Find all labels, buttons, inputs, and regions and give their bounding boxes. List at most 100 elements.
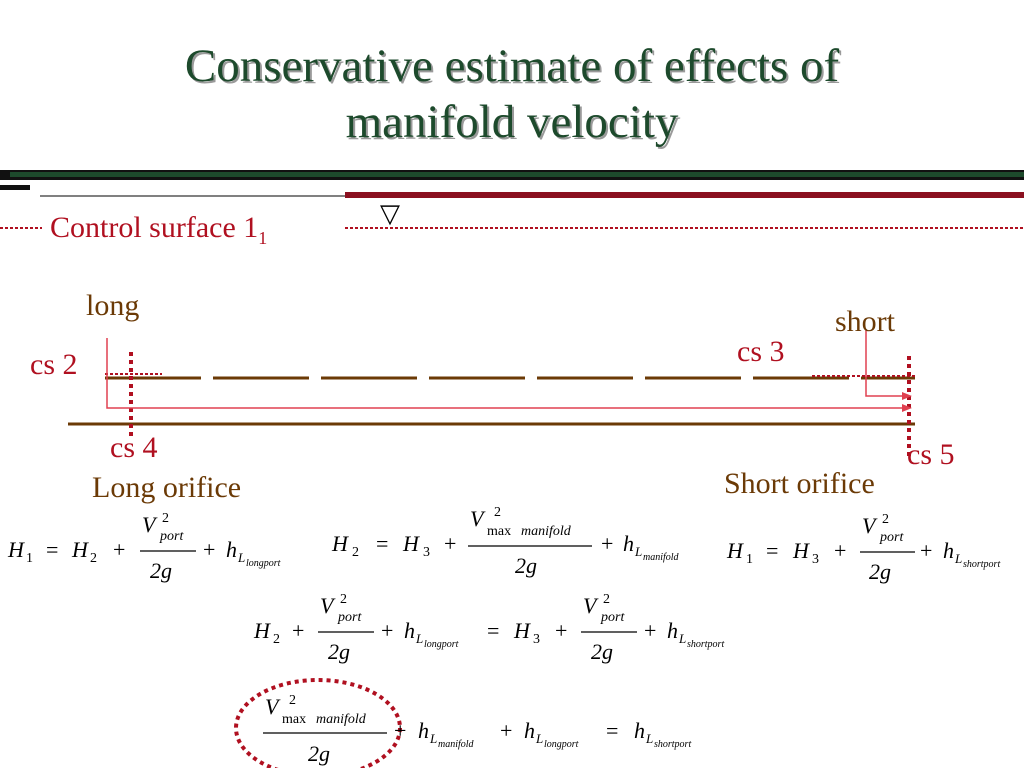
eq-operator: = [46, 537, 58, 562]
eq-symbol: H [402, 531, 420, 556]
eq-symbol: h [623, 531, 634, 556]
eq-symbol: h [524, 718, 535, 743]
eq-symbol: h [226, 537, 237, 562]
title-line-1: Conservative estimate of effects of [184, 40, 840, 92]
eq-subscript: 2 [273, 632, 280, 647]
eq-subscript: manifold [316, 712, 367, 727]
eq-superscript: 2 [162, 511, 169, 526]
eq-subscript: manifold [438, 739, 475, 750]
eq-superscript: 2 [289, 693, 296, 708]
eq-superscript: 2 [882, 512, 889, 527]
eq-subscript: 3 [812, 552, 819, 567]
eq-subscript: longport [544, 739, 579, 750]
eq-subscript: 3 [533, 632, 540, 647]
eq-subscript: port [159, 529, 184, 544]
eq-operator: + [644, 618, 656, 643]
eq-denominator: 2g [591, 639, 613, 664]
eq-subscript: manifold [521, 524, 572, 539]
eq-symbol: H [513, 618, 531, 643]
equation-combined: H 2 + V 2 port 2g + h L longport = H 3 +… [253, 592, 724, 664]
short-orifice-label: Short orifice [724, 467, 875, 500]
eq-superscript: 2 [603, 592, 610, 607]
eq-subscript: longport [246, 558, 281, 569]
cs4-label: cs 4 [110, 431, 158, 464]
eq-subscript: 2 [90, 551, 97, 566]
eq-subscript: L [429, 731, 437, 746]
eq-operator: + [500, 718, 512, 743]
eq-operator: + [381, 618, 393, 643]
eq-symbol: h [667, 618, 678, 643]
long-flow-arrow [106, 338, 905, 409]
eq-symbol: h [943, 538, 954, 563]
eq-operator: = [376, 531, 388, 556]
eq-denominator: 2g [515, 553, 537, 578]
equation-long-orifice: H 1 = H 2 + V 2 port 2g + h L longport [7, 511, 281, 583]
eq-subscript: port [600, 610, 625, 625]
eq-symbol: V [583, 593, 599, 618]
eq-subscript: manifold [643, 552, 680, 563]
eq-symbol: V [320, 593, 336, 618]
eq-subscript: L [535, 731, 543, 746]
eq-symbol: V [142, 512, 158, 537]
eq-denominator: 2g [308, 741, 330, 766]
title-line-2: manifold velocity [345, 96, 679, 148]
eq-denominator: 2g [150, 558, 172, 583]
eq-symbol: V [265, 694, 281, 719]
eq-subscript: 3 [423, 545, 430, 560]
title-bar-lower-black [0, 185, 30, 190]
cs2-label: cs 2 [30, 348, 78, 381]
eq-superscript: 2 [340, 592, 347, 607]
eq-subscript: L [678, 631, 686, 646]
eq-operator: + [394, 718, 406, 743]
eq-subscript: 2 [352, 545, 359, 560]
eq-symbol: V [470, 506, 486, 531]
title-bar-green [10, 172, 1024, 177]
eq-operator: + [203, 537, 215, 562]
eq-operator: + [444, 531, 456, 556]
eq-subscript: 1 [746, 552, 753, 567]
eq-subscript: shortport [687, 639, 724, 650]
eq-symbol: H [253, 618, 271, 643]
eq-operator: = [487, 618, 499, 643]
eq-subscript: max [487, 524, 511, 539]
eq-subscript: L [954, 551, 962, 566]
eq-denominator: 2g [328, 639, 350, 664]
eq-subscript: port [337, 610, 362, 625]
eq-symbol: H [792, 538, 810, 563]
eq-subscript: 1 [26, 551, 33, 566]
eq-operator: = [606, 718, 618, 743]
equation-short-orifice: H 1 = H 3 + V 2 port 2g + h L shortport [726, 512, 1000, 584]
long-label: long [86, 289, 140, 322]
eq-operator: + [834, 538, 846, 563]
equation-result: V 2 max manifold 2g + h L manifold + h L… [263, 693, 691, 766]
eq-subscript: shortport [963, 559, 1000, 570]
equation-manifold: H 2 = H 3 + V 2 max manifold 2g + h L ma… [331, 505, 680, 578]
eq-operator: + [601, 531, 613, 556]
long-orifice-label: Long orifice [92, 471, 242, 504]
eq-symbol: h [404, 618, 415, 643]
eq-operator: + [920, 538, 932, 563]
eq-operator: + [113, 537, 125, 562]
short-flow-arrowhead [902, 392, 912, 400]
cs3-label: cs 3 [737, 335, 785, 368]
eq-subscript: port [879, 530, 904, 545]
water-level-icon: ▽ [380, 199, 400, 228]
eq-symbol: V [862, 513, 878, 538]
title-bar-lower-red [345, 192, 1024, 198]
eq-subscript: L [634, 544, 642, 559]
eq-operator: + [555, 618, 567, 643]
control-surface-label: Control surface 11 [50, 211, 268, 249]
eq-symbol: H [726, 538, 744, 563]
eq-symbol: H [71, 537, 89, 562]
eq-symbol: h [418, 718, 429, 743]
long-flow-arrowhead [902, 404, 912, 412]
eq-subscript: L [237, 550, 245, 565]
eq-operator: = [766, 538, 778, 563]
highlight-ellipse [234, 678, 402, 768]
eq-subscript: L [415, 631, 423, 646]
eq-operator: + [292, 618, 304, 643]
short-flow-arrow [865, 330, 905, 397]
eq-superscript: 2 [494, 505, 501, 520]
